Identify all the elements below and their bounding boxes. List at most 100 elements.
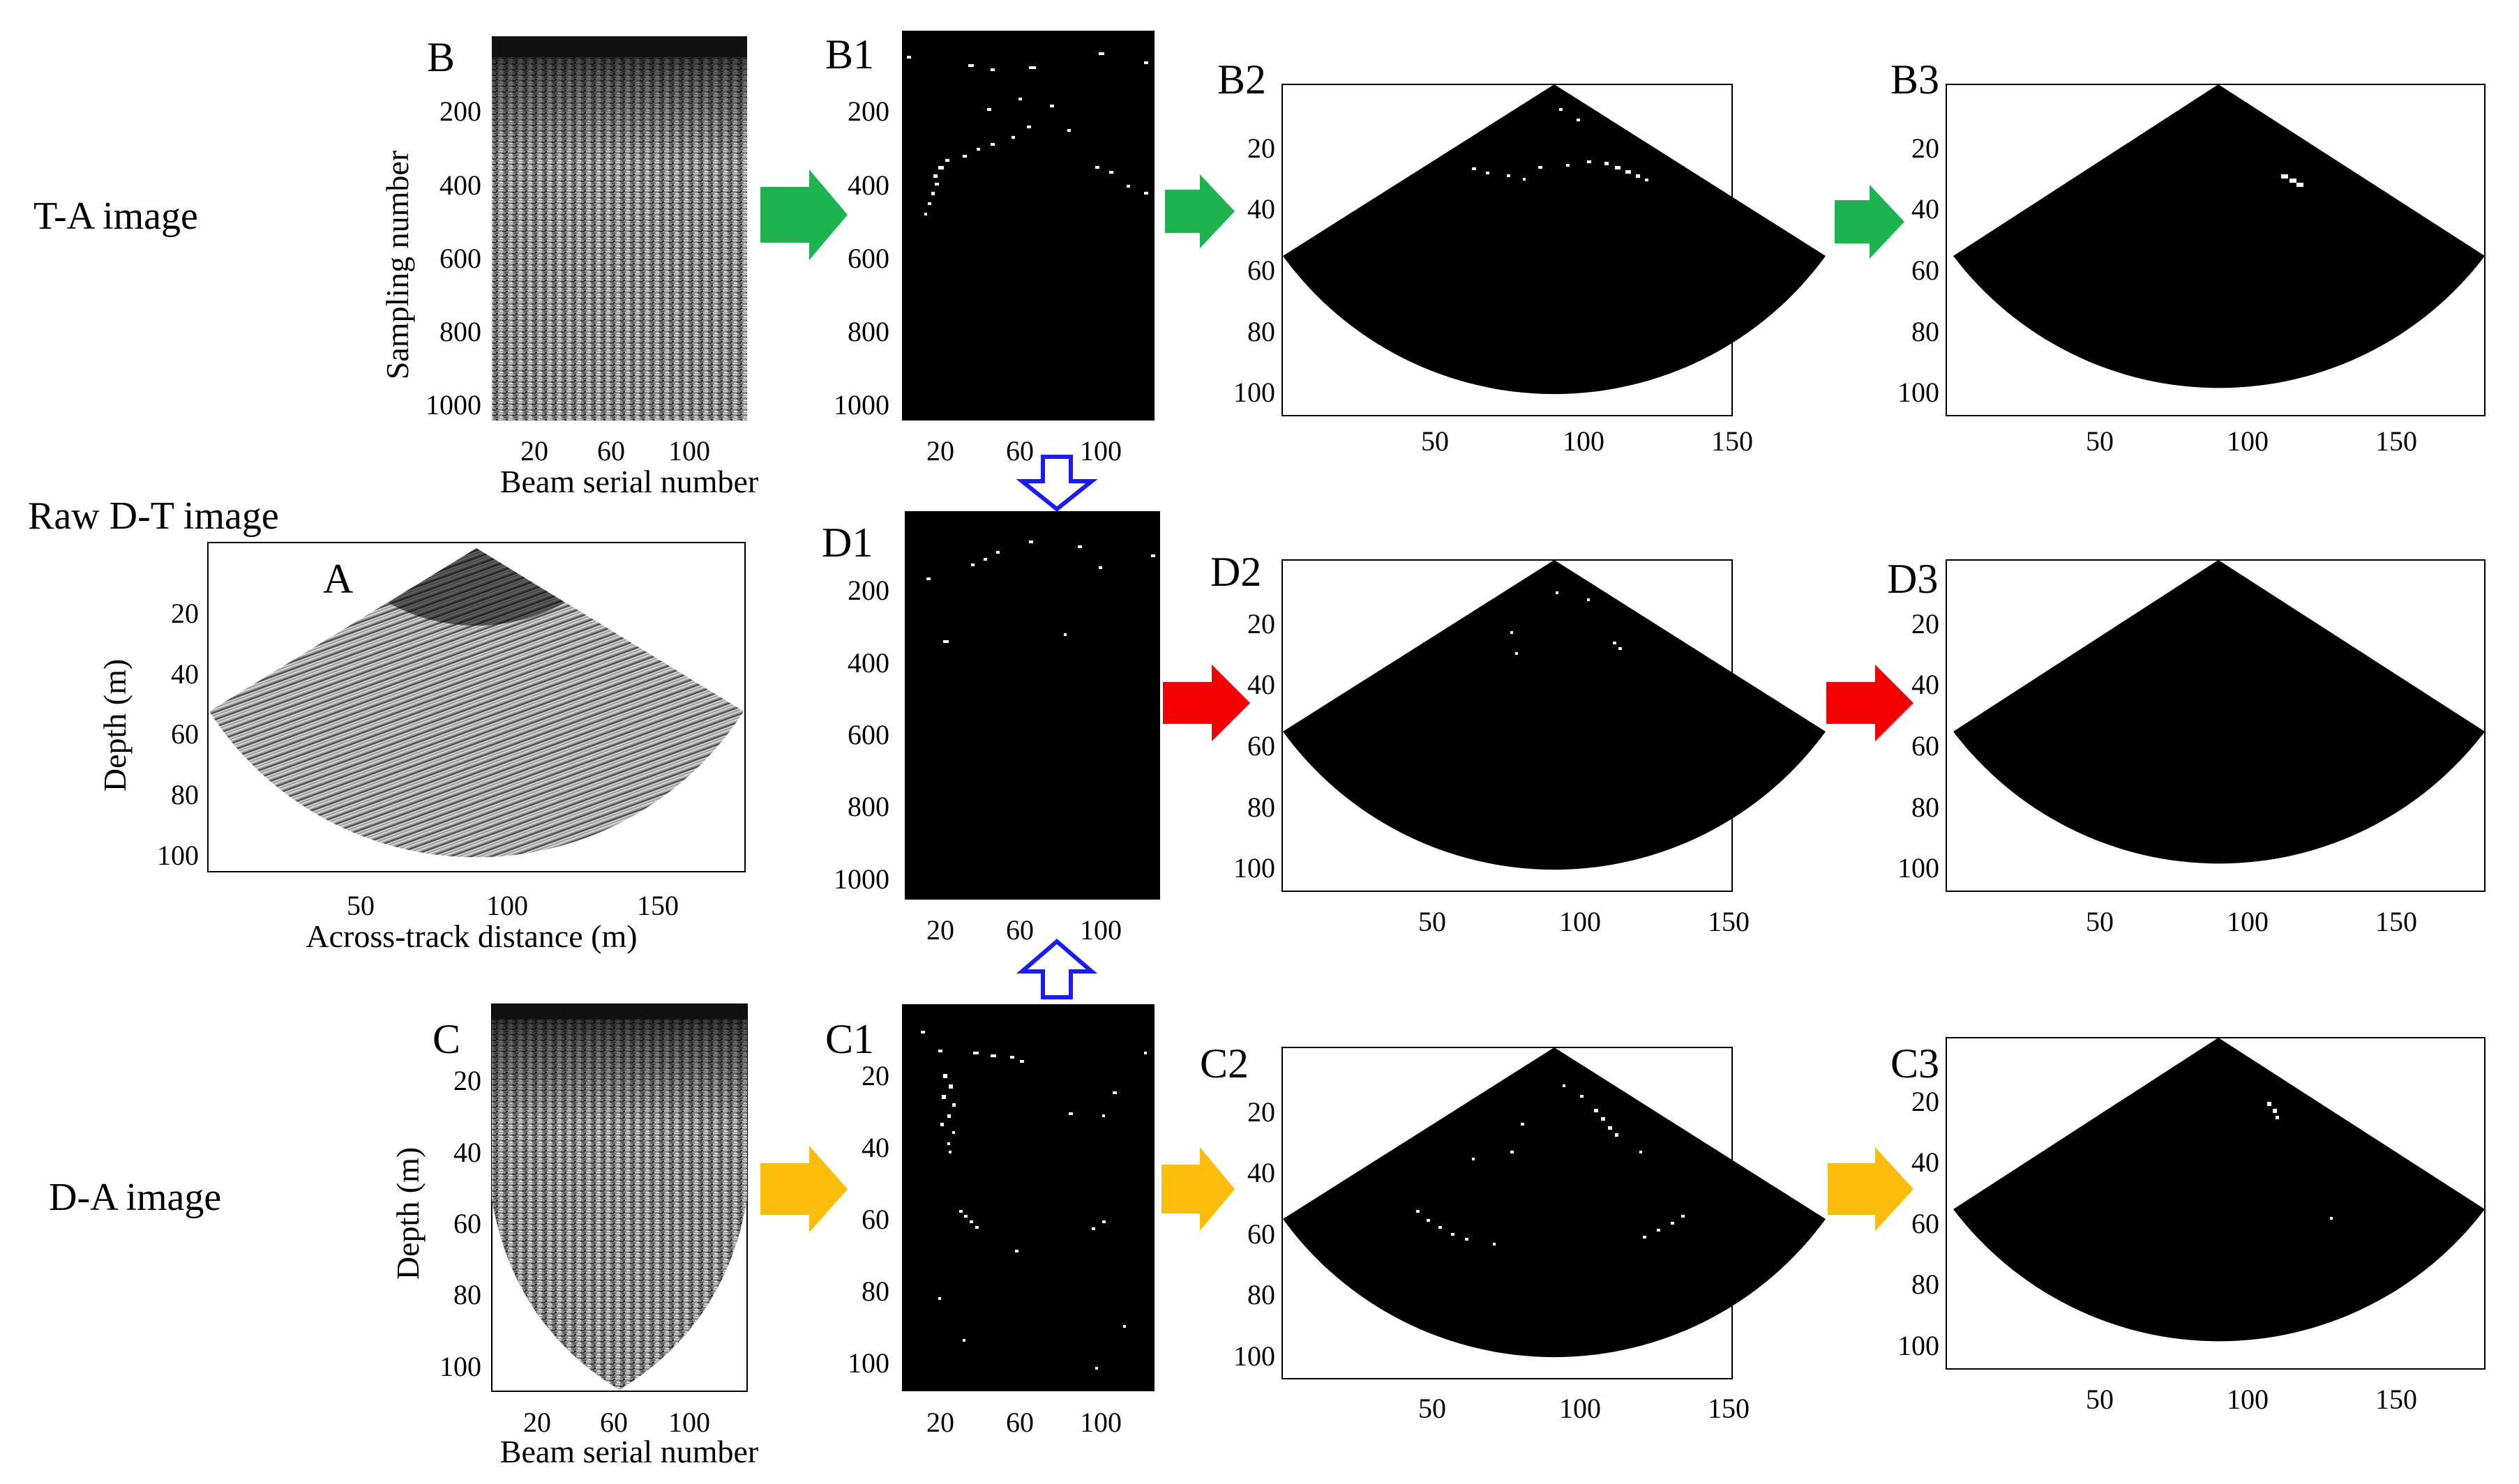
x-tick: 100 [2227, 1384, 2269, 1415]
y-tick: 60 [1247, 255, 1275, 286]
y-tick: 100 [1897, 377, 1939, 408]
y-tick: 40 [1247, 669, 1275, 700]
x-tick: 50 [347, 890, 375, 921]
y-tick: 20 [862, 1060, 889, 1091]
y-axis-title: Depth (m) [97, 659, 133, 792]
y-tick: 20 [1247, 1096, 1275, 1128]
y-tick: 20 [453, 1065, 481, 1096]
x-tick: 50 [1418, 906, 1446, 937]
x-tick: 50 [2086, 1384, 2114, 1415]
x-tick: 60 [600, 1407, 628, 1438]
y-tick: 60 [171, 718, 199, 750]
x-tick: 100 [1563, 425, 1604, 457]
y-tick: 40 [171, 658, 199, 690]
x-tick: 50 [1421, 425, 1449, 457]
panel-b3-fan [1953, 84, 2485, 388]
y-tick: 60 [1911, 1208, 1939, 1239]
panel-c1: C1 20 40 60 80 100 20 60 100 [825, 1004, 1155, 1438]
y-tick: 600 [848, 719, 889, 750]
x-tick: 100 [2227, 425, 2269, 457]
x-tick: 60 [1006, 1407, 1034, 1438]
y-tick: 800 [848, 791, 889, 822]
detected-points [1510, 591, 1622, 655]
panel-label-d1: D1 [822, 520, 873, 566]
x-tick: 60 [597, 435, 625, 467]
y-tick: 100 [848, 1347, 889, 1379]
green-arrow [1165, 174, 1235, 248]
x-tick: 100 [1080, 435, 1122, 467]
detected-points [2281, 174, 2303, 187]
green-arrow [1835, 185, 1904, 259]
panel-label-a: A [323, 556, 353, 602]
x-tick: 100 [668, 1407, 710, 1438]
panel-d2-fan [1283, 560, 1826, 870]
y-tick: 80 [1247, 316, 1275, 347]
y-tick: 40 [1911, 669, 1939, 700]
y-tick: 40 [453, 1137, 481, 1168]
panel-c3: C3 20 40 60 80 100 50 100 150 [1890, 1037, 2486, 1415]
x-tick: 100 [2227, 906, 2269, 937]
red-arrow [1826, 665, 1913, 741]
y-tick: 600 [439, 243, 481, 274]
panel-b2-fan [1283, 84, 1826, 395]
y-tick: 400 [848, 169, 889, 201]
y-tick: 60 [862, 1204, 889, 1235]
panel-label-c1: C1 [825, 1016, 874, 1062]
y-tick: 100 [1897, 1330, 1939, 1361]
panel-label-b1: B1 [825, 31, 874, 77]
y-tick: 100 [1897, 852, 1939, 884]
y-tick: 60 [1911, 730, 1939, 762]
panel-label-c3: C3 [1890, 1040, 1939, 1086]
yellow-arrow [1161, 1147, 1235, 1231]
y-tick: 400 [848, 647, 889, 679]
y-tick: 400 [439, 169, 481, 201]
x-tick: 50 [2086, 425, 2114, 457]
panel-d2: D2 20 40 60 80 100 50 100 150 [1210, 549, 1826, 937]
detected-points [907, 52, 1148, 215]
y-tick: 1000 [834, 863, 889, 895]
y-tick: 100 [439, 1351, 481, 1382]
panel-d1: D1 200 400 600 800 1000 20 60 100 [822, 511, 1160, 946]
x-tick: 150 [2375, 1384, 2417, 1415]
y-tick: 20 [1911, 132, 1939, 164]
x-tick: 20 [523, 1407, 551, 1438]
y-tick: 20 [1247, 132, 1275, 164]
red-arrow [1163, 665, 1250, 741]
y-tick: 80 [1911, 1269, 1939, 1300]
panel-label-d2: D2 [1210, 549, 1261, 595]
panel-c3-fan [1953, 1038, 2485, 1342]
y-tick: 80 [1911, 316, 1939, 347]
x-tick: 100 [486, 890, 528, 921]
x-tick: 60 [1006, 435, 1034, 467]
panel-b: B 200 400 600 800 1000 20 60 100 Beam se… [379, 34, 758, 499]
y-tick: 800 [848, 316, 889, 347]
panel-d3: D3 20 40 60 80 100 50 100 150 [1887, 556, 2486, 937]
x-tick: 20 [926, 1407, 954, 1438]
y-tick: 40 [1247, 193, 1275, 225]
panel-label-c2: C2 [1200, 1040, 1249, 1086]
x-tick: 150 [1708, 906, 1750, 937]
panel-label-b2: B2 [1217, 56, 1266, 103]
y-tick: 20 [171, 598, 199, 629]
detected-points [926, 540, 1155, 643]
x-tick: 20 [520, 435, 548, 467]
y-tick: 40 [1911, 193, 1939, 225]
panel-c2-fan [1283, 1047, 1826, 1358]
yellow-arrow [760, 1146, 848, 1232]
y-tick: 80 [862, 1275, 889, 1307]
x-tick: 100 [668, 435, 710, 467]
panel-b2: B2 20 40 60 80 100 50 100 150 [1217, 56, 1826, 457]
x-axis-title: Beam serial number [500, 1434, 758, 1469]
y-tick: 80 [1911, 792, 1939, 823]
x-tick: 100 [1080, 1407, 1122, 1438]
panel-a: A 20 40 60 80 100 50 100 150 Across-trac… [97, 542, 746, 954]
panel-label-b: B [427, 34, 455, 80]
y-tick: 100 [1233, 377, 1275, 408]
y-axis-title: Sampling number [379, 151, 415, 379]
y-tick: 800 [439, 316, 481, 347]
detected-points [1416, 1084, 1685, 1246]
row-label-d-a: D-A image [49, 1176, 221, 1219]
y-tick: 80 [171, 779, 199, 810]
y-tick: 80 [453, 1279, 481, 1310]
panel-c: C 20 40 60 80 100 20 60 100 Beam serial … [390, 1004, 758, 1469]
